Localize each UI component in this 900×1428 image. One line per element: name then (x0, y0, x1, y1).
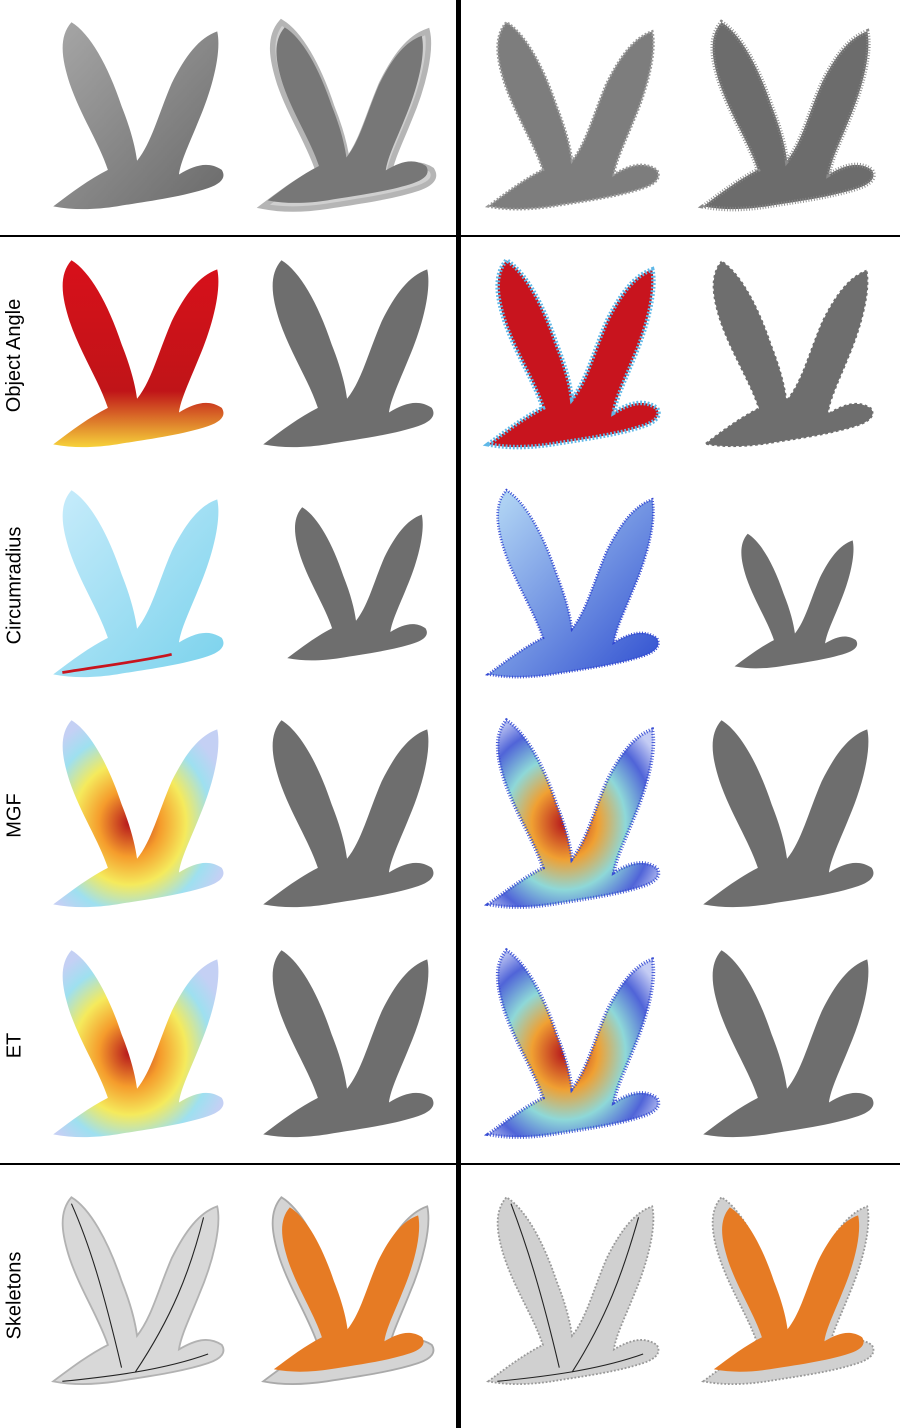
row-label-circumradius: Circumradius (3, 526, 26, 644)
et-noisy-heatmap (470, 933, 675, 1158)
circumradius-clean-heatmap (35, 473, 240, 698)
et-noisy-result (685, 933, 890, 1158)
row-label-object-angle: Object Angle (3, 298, 26, 412)
mgf-clean-heatmap (35, 703, 240, 928)
input-noisy-offset (685, 5, 890, 230)
object-angle-clean-heatmap (35, 243, 240, 468)
et-clean-heatmap (35, 933, 240, 1158)
circumradius-noisy-result (685, 473, 890, 698)
input-noisy-surface (470, 5, 675, 230)
mgf-clean-result (245, 703, 450, 928)
object-angle-clean-result (245, 243, 450, 468)
input-clean-surface (35, 5, 240, 230)
mgf-noisy-heatmap (470, 703, 675, 928)
row-label-et: ET (3, 1032, 26, 1058)
input-clean-offset (245, 5, 450, 230)
circumradius-noisy-heatmap (470, 473, 675, 698)
skeleton-clean-sheet (245, 1180, 450, 1405)
skeleton-clean-curve (35, 1180, 240, 1405)
row-label-skeletons: Skeletons (3, 1251, 26, 1339)
mgf-noisy-result (685, 703, 890, 928)
skeleton-noisy-sheet (685, 1180, 890, 1405)
row-divider-top (0, 235, 900, 237)
circumradius-clean-result (245, 473, 450, 698)
skeleton-noisy-curve (470, 1180, 675, 1405)
object-angle-noisy-heatmap (470, 243, 675, 468)
vertical-divider (456, 0, 461, 1428)
object-angle-noisy-result (685, 243, 890, 468)
et-clean-result (245, 933, 450, 1158)
row-label-mgf: MGF (3, 792, 26, 838)
row-divider-bottom (0, 1163, 900, 1165)
